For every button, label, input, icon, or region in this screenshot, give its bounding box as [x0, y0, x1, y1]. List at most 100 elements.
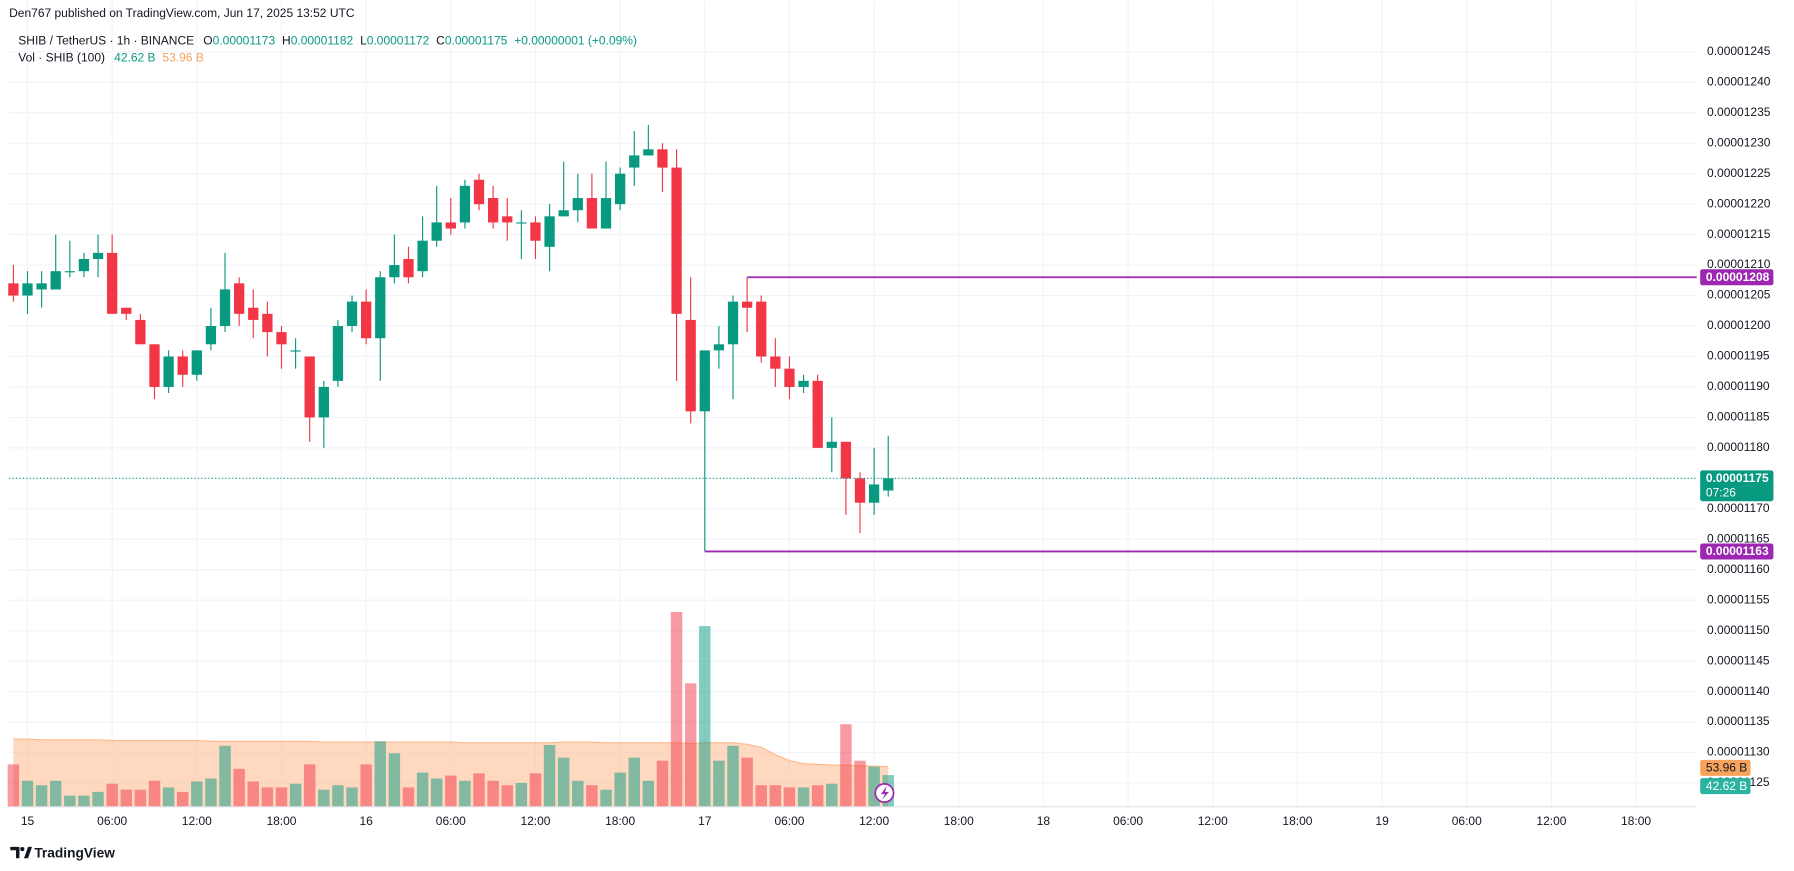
candle-body: [586, 198, 598, 229]
x-tick-label: 06:00: [1113, 814, 1143, 828]
volume-bar: [120, 789, 132, 807]
candle-body: [78, 258, 90, 272]
y-tick-label: 0.00001140: [1707, 684, 1770, 698]
candle-body: [360, 301, 372, 339]
y-tick-label: 0.00001225: [1707, 166, 1771, 180]
volume-title: Vol · SHIB (100): [18, 51, 105, 65]
volume-bar: [303, 764, 316, 807]
x-tick-label: 12:00: [1536, 814, 1566, 828]
candle-body: [868, 484, 880, 503]
volume-bar: [741, 757, 753, 807]
level-tag-label: 0.00001208: [1706, 270, 1770, 284]
candle-body: [50, 271, 61, 290]
candle-body: [375, 277, 386, 339]
level-tag: [1700, 543, 1774, 560]
candle-body: [502, 216, 513, 223]
volume-bar: [162, 787, 175, 807]
volume-bar: [374, 741, 386, 807]
volume-bar: [642, 780, 655, 807]
candle-body: [403, 258, 414, 278]
x-tick-label: 18:00: [1282, 814, 1312, 828]
candle-body: [318, 386, 329, 418]
candle-body: [756, 301, 767, 357]
volume-pane: [7, 611, 894, 807]
y-tick-label: 0.00001200: [1707, 318, 1771, 332]
candle-body: [177, 356, 188, 375]
x-tick-label: 16: [359, 814, 373, 828]
candle-body: [389, 265, 400, 278]
logo-dot: [20, 847, 25, 852]
candle-body: [234, 283, 245, 314]
volume-bar: [487, 780, 499, 807]
candle-body: [304, 356, 315, 418]
ohlc-value: 0.00001173: [213, 34, 276, 48]
volume-bar: [275, 787, 288, 807]
y-tick-label: 0.00001185: [1707, 410, 1770, 424]
candle-body: [22, 283, 33, 296]
candle-body: [572, 198, 583, 211]
x-tick-label: 12:00: [1198, 814, 1228, 828]
volume-ma-area: [13, 739, 889, 807]
candle-body: [163, 356, 174, 387]
candle-body: [332, 326, 344, 381]
volume-tag: [1700, 778, 1751, 795]
change-value: +0.00000001 (+0.09%): [514, 34, 637, 48]
volume-bar: [826, 783, 838, 807]
candle-body: [276, 332, 287, 345]
volume-bar: [628, 757, 640, 807]
y-tick-label: 0.00001145: [1707, 653, 1770, 667]
y-tick-label: 0.00001155: [1707, 592, 1770, 606]
candle-body: [657, 149, 668, 168]
candle-body: [826, 441, 837, 448]
volume-bar: [755, 785, 767, 807]
volume-bar: [360, 764, 372, 807]
candle-body: [671, 167, 682, 314]
volume-bar: [318, 789, 330, 807]
x-tick-label: 12:00: [182, 814, 212, 828]
candle-body: [713, 344, 725, 351]
volume-bar: [797, 787, 810, 807]
y-tick-label: 0.00001180: [1707, 440, 1770, 454]
volume-bar: [233, 768, 245, 807]
y-tick-label: 0.00001230: [1707, 135, 1771, 149]
x-tick-label: 18:00: [605, 814, 635, 828]
volume-bar: [614, 772, 626, 807]
volume-bar: [346, 787, 358, 807]
volume-bar: [332, 785, 344, 807]
volume-bar: [247, 781, 259, 807]
candle-body: [600, 198, 612, 229]
volume-bar: [388, 753, 401, 807]
volume-bar: [840, 724, 852, 807]
volume-bar: [445, 775, 457, 807]
volume-bar: [261, 787, 274, 807]
y-tick-label: 0.00001245: [1707, 44, 1771, 58]
candle-body: [699, 350, 710, 412]
x-tick-label: 18:00: [266, 814, 296, 828]
candle-body: [445, 222, 456, 229]
volume-bar: [684, 683, 697, 807]
volume-bar: [572, 780, 584, 807]
symbol-legend: SHIB / TetherUS · 1h · BINANCE O 0.0000117…: [18, 34, 637, 48]
volume-bar: [64, 795, 76, 807]
level-tag-label: 0.00001163: [1706, 544, 1769, 558]
volume-bar: [148, 780, 161, 807]
candle-body: [614, 173, 626, 205]
candle-body: [487, 198, 499, 223]
volume-bar: [699, 626, 711, 807]
ohlc-key: L: [360, 34, 367, 48]
last-price-label: 0.00001175: [1706, 471, 1769, 485]
y-tick-label: 0.00001130: [1707, 745, 1770, 759]
x-tick-label: 18: [1037, 814, 1051, 828]
alert-bolt: [880, 786, 889, 800]
candle-body: [36, 283, 47, 290]
candle-body: [8, 283, 19, 296]
candle-body: [883, 478, 894, 491]
ohlc-key: H: [282, 34, 291, 48]
volume-bar: [78, 795, 90, 807]
volume-bar: [769, 785, 782, 807]
candle-body: [741, 301, 753, 308]
ohlc-key: C: [436, 34, 445, 48]
candle-body: [685, 319, 696, 412]
candle-body: [149, 344, 160, 387]
